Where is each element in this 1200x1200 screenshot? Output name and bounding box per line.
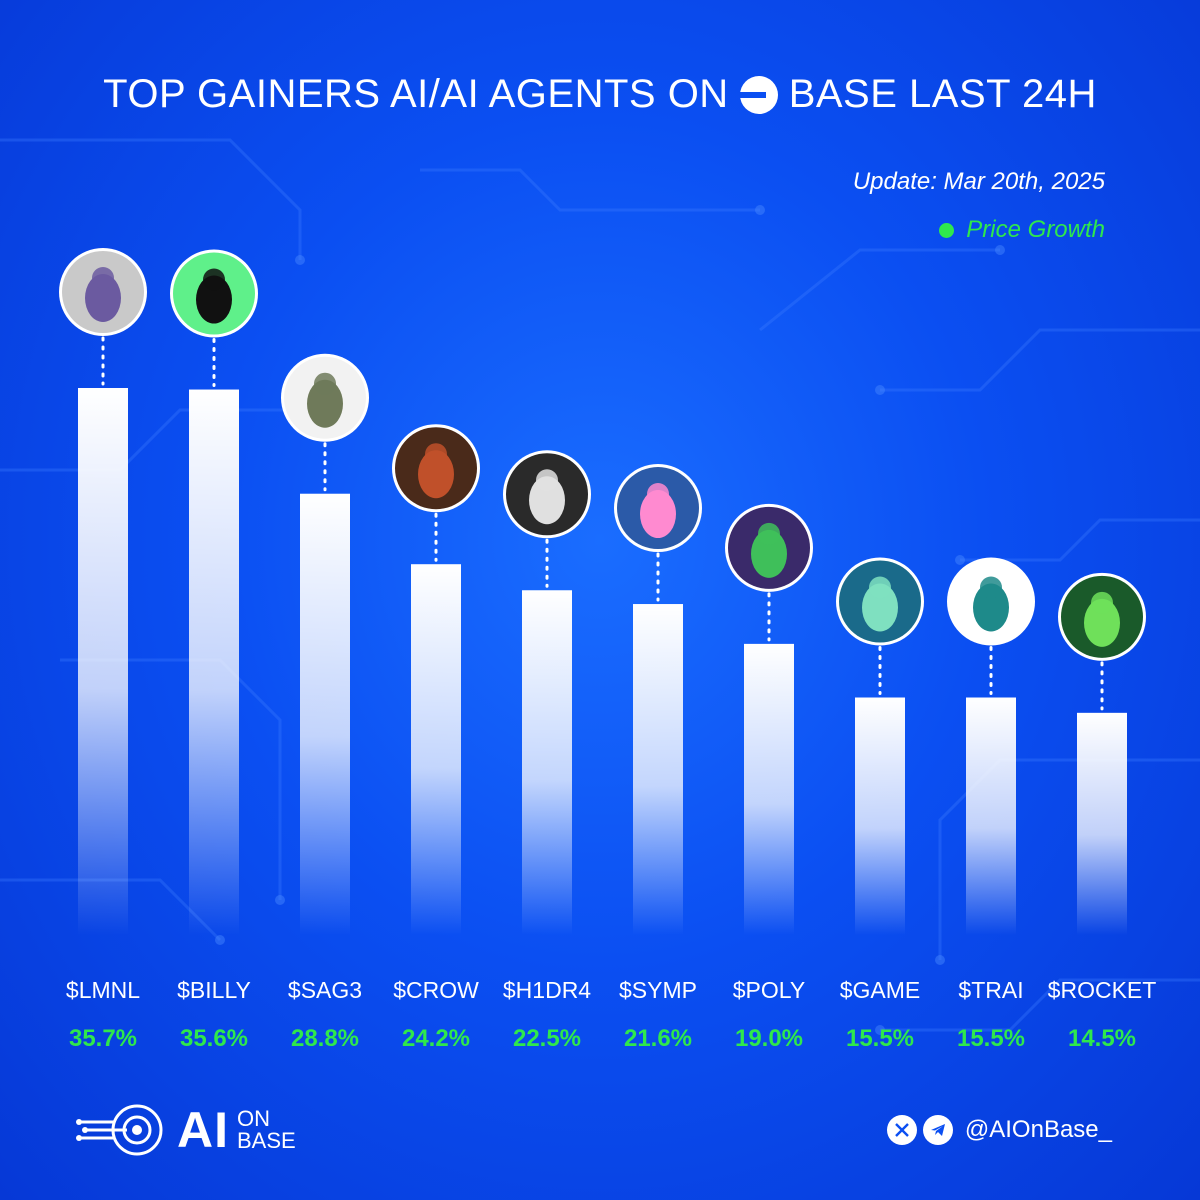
social-handle[interactable]: @AIOnBase_ bbox=[886, 1115, 1112, 1145]
category-label: $BILLY bbox=[177, 977, 251, 1003]
ai-on-base-logo: AI ON BASE bbox=[75, 1100, 296, 1160]
value-label: 22.5% bbox=[513, 1025, 581, 1052]
legend-label: Price Growth bbox=[966, 216, 1105, 243]
bar-billy bbox=[189, 389, 239, 935]
bar-poly bbox=[744, 643, 794, 935]
value-label: 35.6% bbox=[180, 1025, 248, 1052]
value-label: 15.5% bbox=[846, 1025, 914, 1052]
value-label: 35.7% bbox=[69, 1025, 137, 1052]
legend: Price Growth bbox=[939, 216, 1105, 244]
logo-base-text: BASE bbox=[237, 1128, 296, 1153]
bar-trai bbox=[966, 697, 1016, 935]
bar-sag3 bbox=[300, 493, 350, 935]
logo-on-text: ON bbox=[237, 1106, 270, 1131]
category-label: $LMNL bbox=[66, 977, 140, 1003]
legend-dot-icon bbox=[939, 222, 955, 238]
category-label: $GAME bbox=[840, 977, 921, 1003]
category-label: $SYMP bbox=[619, 977, 697, 1003]
category-label: $POLY bbox=[733, 977, 805, 1003]
bar-game bbox=[855, 697, 905, 935]
value-label: 14.5% bbox=[1068, 1025, 1136, 1052]
bar-lmnl bbox=[78, 388, 128, 935]
wizard-frog-avatar-icon bbox=[725, 503, 813, 592]
bar-rocket bbox=[1077, 712, 1127, 935]
value-label: 21.6% bbox=[624, 1025, 692, 1052]
update-date: Update: Mar 20th, 2025 bbox=[852, 168, 1105, 195]
value-label: 15.5% bbox=[957, 1025, 1025, 1052]
x-icon[interactable] bbox=[886, 1115, 917, 1145]
bar-chart: $LMNL 35.7% $BILLY 35.6% $SAG3 28.8% $CROW 24.2… bbox=[59, 248, 1157, 1052]
trai-logo-avatar-icon bbox=[947, 557, 1035, 646]
hooded-frog-avatar-icon bbox=[281, 353, 369, 442]
category-label: $SAG3 bbox=[288, 977, 362, 1003]
bar-symp bbox=[633, 604, 683, 935]
category-label: $H1DR4 bbox=[503, 977, 591, 1003]
value-label: 28.8% bbox=[291, 1025, 359, 1052]
base-logo-icon bbox=[739, 75, 778, 114]
telegram-icon[interactable] bbox=[922, 1115, 953, 1145]
blue-frog-avatar-icon bbox=[614, 464, 702, 553]
crow-avatar-icon bbox=[392, 424, 480, 513]
category-label: $ROCKET bbox=[1048, 977, 1157, 1003]
mask-avatar-icon bbox=[59, 248, 147, 336]
dragon-avatar-icon bbox=[503, 450, 591, 539]
title-part-1: TOP GAINERS AI/AI AGENTS ON bbox=[103, 72, 729, 116]
anime-girl-avatar-icon bbox=[836, 557, 924, 646]
bar-h1dr4 bbox=[522, 590, 572, 935]
chart-title: TOP GAINERS AI/AI AGENTS ON BASE LAST 24… bbox=[0, 72, 1200, 117]
circuit-logo-icon bbox=[76, 1104, 163, 1156]
headset-silhouette-avatar-icon bbox=[170, 249, 258, 338]
value-label: 19.0% bbox=[735, 1025, 803, 1052]
bar-crow bbox=[411, 564, 461, 935]
value-label: 24.2% bbox=[402, 1025, 470, 1052]
handle-text[interactable]: @AIOnBase_ bbox=[964, 1116, 1112, 1143]
category-label: $TRAI bbox=[958, 977, 1023, 1003]
logo-onbase-text: ON BASE bbox=[237, 1108, 296, 1152]
title-part-2: BASE LAST 24H bbox=[788, 72, 1097, 116]
category-label: $CROW bbox=[393, 977, 479, 1003]
coder-frog-avatar-icon bbox=[1058, 572, 1146, 661]
logo-ai-text: AI bbox=[177, 1102, 229, 1158]
